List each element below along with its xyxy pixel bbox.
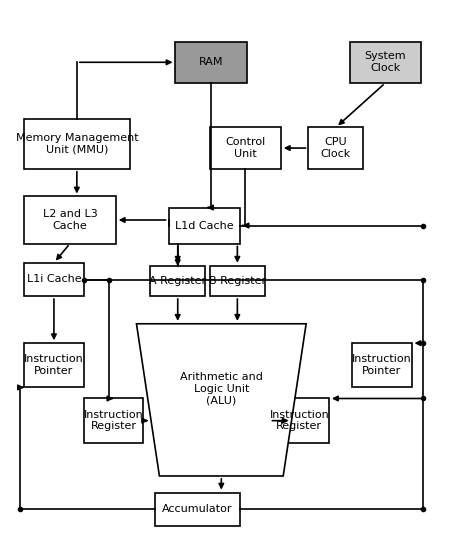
FancyBboxPatch shape: [155, 492, 240, 526]
Text: Instruction
Pointer: Instruction Pointer: [352, 354, 412, 376]
Text: Instruction
Register: Instruction Register: [84, 410, 144, 432]
FancyBboxPatch shape: [24, 263, 84, 296]
FancyBboxPatch shape: [24, 119, 129, 169]
FancyBboxPatch shape: [210, 127, 281, 169]
Text: Memory Management
Unit (MMU): Memory Management Unit (MMU): [16, 133, 138, 155]
Text: Instruction
Pointer: Instruction Pointer: [24, 354, 84, 376]
Text: System
Clock: System Clock: [365, 51, 406, 73]
Text: L2 and L3
Cache: L2 and L3 Cache: [43, 209, 97, 231]
Text: CPU
Clock: CPU Clock: [321, 138, 351, 159]
FancyBboxPatch shape: [169, 207, 240, 244]
Text: Control
Unit: Control Unit: [225, 138, 265, 159]
FancyBboxPatch shape: [210, 266, 265, 296]
FancyBboxPatch shape: [350, 41, 421, 83]
FancyBboxPatch shape: [24, 343, 84, 387]
Text: A Register: A Register: [149, 276, 206, 286]
FancyBboxPatch shape: [24, 196, 116, 244]
FancyBboxPatch shape: [269, 399, 329, 443]
FancyBboxPatch shape: [84, 399, 143, 443]
FancyBboxPatch shape: [150, 266, 205, 296]
FancyBboxPatch shape: [175, 41, 246, 83]
Text: Instruction
Register: Instruction Register: [269, 410, 329, 432]
Text: Accumulator: Accumulator: [162, 504, 232, 514]
Text: L1d Cache: L1d Cache: [175, 221, 233, 230]
Polygon shape: [137, 324, 306, 476]
FancyBboxPatch shape: [309, 127, 364, 169]
Text: Arithmetic and
Logic Unit
(ALU): Arithmetic and Logic Unit (ALU): [180, 372, 263, 405]
Text: B Register: B Register: [209, 276, 266, 286]
FancyBboxPatch shape: [352, 343, 411, 387]
Text: RAM: RAM: [199, 57, 223, 67]
Text: L1i Cache: L1i Cache: [27, 274, 81, 285]
